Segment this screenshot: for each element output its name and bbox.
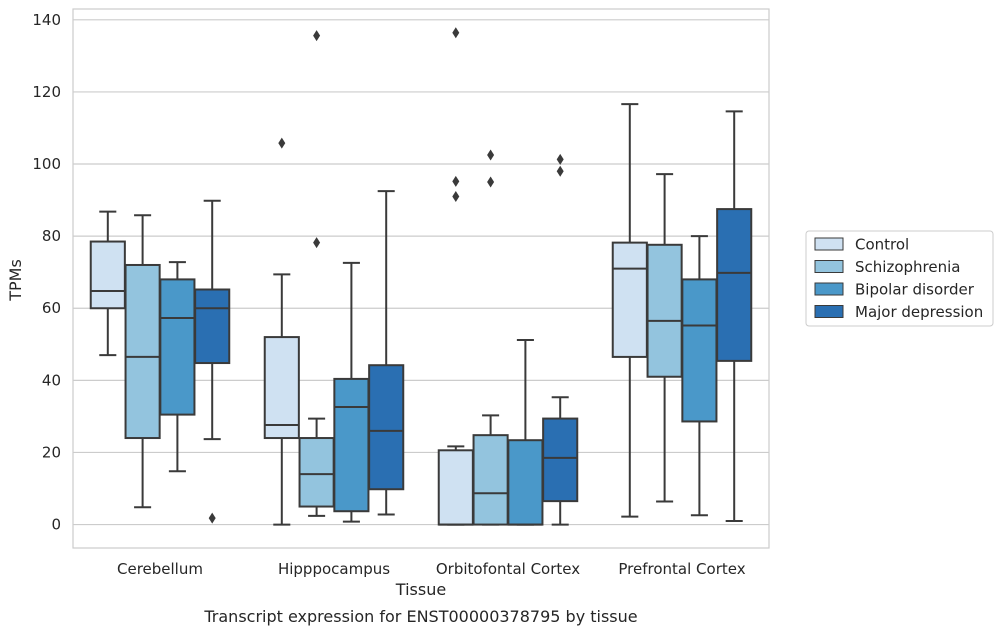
plot-frame (72, 8, 770, 549)
box-group (716, 110, 753, 522)
box (646, 243, 683, 378)
legend-swatch (814, 282, 844, 296)
x-axis-label: Tissue (395, 580, 446, 599)
y-tick-label: 40 (42, 371, 61, 389)
legend-swatch (814, 260, 844, 273)
box (368, 364, 405, 491)
outlier-point (452, 175, 460, 187)
y-tick-label: 80 (42, 227, 61, 245)
box-group (263, 137, 300, 526)
box-group (472, 149, 509, 526)
y-tick-label: 140 (32, 11, 61, 29)
y-tick-label: 120 (32, 83, 61, 101)
box (298, 437, 335, 508)
box-group (542, 153, 579, 526)
outlier-point (452, 190, 460, 202)
outlier-point (278, 137, 286, 149)
boxes (89, 27, 753, 526)
x-tick-labels: Cerebellum Hipppocampus Orbitofontal Corte… (117, 560, 746, 578)
outlier-point (208, 512, 216, 524)
legend-swatch (814, 237, 844, 251)
box-group (333, 261, 370, 523)
box-group (437, 27, 474, 526)
box (507, 439, 544, 526)
box-group (368, 190, 405, 516)
box (124, 263, 161, 440)
outlier-point (556, 165, 564, 177)
box (437, 449, 474, 526)
outlier-point (313, 237, 321, 249)
box-group (646, 173, 683, 503)
box (472, 434, 509, 526)
outlier-point (556, 153, 564, 165)
legend-frame (805, 230, 994, 327)
y-axis-label: TPMs (6, 259, 25, 302)
x-tick-label: Cerebellum (117, 560, 203, 578)
y-tick-label: 20 (42, 443, 61, 461)
box (263, 336, 300, 440)
outlier-point (313, 30, 321, 42)
box (611, 241, 648, 358)
outlier-point (487, 176, 495, 188)
box (194, 288, 231, 365)
chart-caption: Transcript expression for ENST0000037879… (203, 607, 637, 626)
legend: Control Schizophrenia Bipolar disorder Majo… (805, 230, 994, 327)
box-group (194, 199, 231, 524)
box-group (89, 210, 126, 357)
x-tick-label: Hipppocampus (278, 560, 390, 578)
outlier-point (452, 27, 460, 39)
legend-label: Major depression (855, 303, 983, 321)
legend-label: Bipolar disorder (855, 281, 975, 299)
box (333, 377, 370, 513)
box-group (507, 338, 544, 526)
box-group (124, 214, 161, 509)
y-tick-label: 60 (42, 299, 61, 317)
y-tick-label: 100 (32, 155, 61, 173)
box-group (681, 235, 718, 517)
box (716, 208, 753, 362)
x-tick-label: Prefrontal Cortex (618, 560, 745, 578)
box (89, 240, 126, 310)
outlier-point (487, 149, 495, 161)
x-tick-label: Orbitofontal Cortex (436, 560, 580, 578)
y-tick-labels: 0 20 40 60 80 100 120 140 (32, 11, 61, 534)
box (681, 278, 718, 423)
box (542, 417, 579, 503)
legend-swatch (814, 305, 844, 318)
legend-label: Control (855, 236, 909, 254)
legend-label: Schizophrenia (855, 258, 960, 276)
box (159, 278, 196, 416)
y-tick-label: 0 (51, 516, 61, 534)
box-group (298, 30, 335, 517)
box-group (159, 261, 196, 473)
box-group (611, 103, 648, 518)
